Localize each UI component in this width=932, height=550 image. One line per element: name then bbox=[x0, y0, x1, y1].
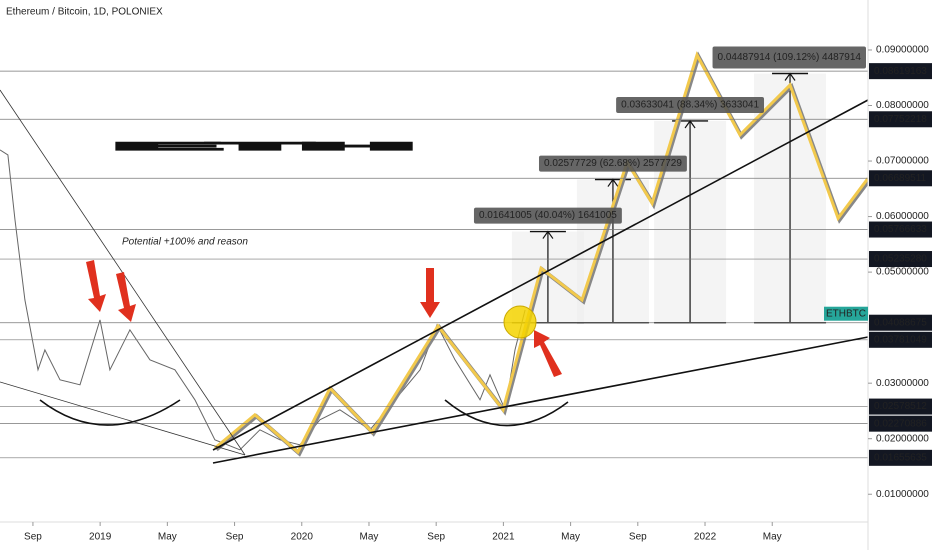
x-tick-label: 2019 bbox=[89, 532, 112, 543]
measure-label-bg bbox=[712, 46, 866, 69]
measure-label-bg bbox=[616, 96, 765, 113]
level-label-bg bbox=[869, 221, 932, 238]
x-tick-label: May bbox=[360, 532, 379, 543]
level-label: 0.08619163 bbox=[874, 66, 927, 77]
x-tick-label: May bbox=[763, 532, 782, 543]
red-arrow bbox=[420, 268, 440, 318]
level-label: 0.05235280 bbox=[874, 254, 927, 265]
highlight-circle bbox=[503, 305, 537, 339]
y-tick-label: 0.09000000 bbox=[876, 45, 929, 56]
level-label: 0.06689511 bbox=[874, 173, 927, 184]
measure-label: 0.03633041 (88.34%) 3633041 bbox=[621, 100, 759, 111]
arrows bbox=[86, 260, 562, 377]
level-label: 0.04088675 bbox=[874, 317, 927, 328]
level-label-bg bbox=[869, 111, 932, 128]
x-tick-label: Sep bbox=[629, 532, 647, 543]
y-tick-label: 0.03000000 bbox=[876, 378, 929, 389]
level-label-bg bbox=[869, 63, 932, 80]
level-label-bg bbox=[869, 449, 932, 466]
support-line bbox=[0, 381, 246, 456]
level-label-bg bbox=[869, 415, 932, 432]
y-tick-label: 0.07000000 bbox=[876, 156, 929, 167]
level-label-bg bbox=[869, 398, 932, 415]
plot-area bbox=[0, 51, 872, 459]
x-tick-label: Sep bbox=[226, 532, 244, 543]
level-label: 0.05766633 bbox=[874, 224, 927, 235]
measure-label-bg bbox=[473, 207, 622, 224]
arrow-head bbox=[607, 178, 619, 187]
level-label-bg bbox=[869, 314, 932, 331]
x-tick-label: 2020 bbox=[291, 532, 314, 543]
symbol-bg bbox=[824, 306, 868, 321]
y-tick-label: 0.08000000 bbox=[876, 100, 929, 111]
headline: ETH bbox=[118, 142, 410, 153]
measure-label: 0.04487914 (109.12%) 4487914 bbox=[718, 52, 862, 63]
arrow-head bbox=[684, 119, 696, 129]
chart-title: Ethereum / Bitcoin, 1D, POLONIEX bbox=[6, 7, 163, 18]
red-arrow bbox=[86, 260, 106, 312]
y-tick-label: 0.02000000 bbox=[876, 433, 929, 444]
level-label-bg bbox=[869, 251, 932, 268]
x-tick-label: Sep bbox=[427, 532, 445, 543]
arrow-head bbox=[542, 230, 554, 239]
arrow-head bbox=[784, 72, 796, 81]
x-tick-label: May bbox=[561, 532, 580, 543]
level-label-bg bbox=[869, 170, 932, 187]
arc bbox=[444, 399, 569, 427]
x-tick-label: Sep bbox=[24, 532, 42, 543]
level-label-bg bbox=[869, 331, 932, 348]
x-tick-label: 2021 bbox=[492, 532, 515, 543]
measure-label: 0.02577729 (62.68%) 2577729 bbox=[544, 158, 682, 169]
measure-label-bg bbox=[538, 155, 687, 172]
y-tick-label: 0.06000000 bbox=[876, 211, 929, 222]
level-label: 0.02578512 bbox=[874, 401, 927, 412]
measure-label: 0.01641005 (40.04%) 1641005 bbox=[479, 210, 617, 221]
x-tick-label: May bbox=[158, 532, 177, 543]
lower-trendline bbox=[212, 336, 869, 464]
subtitle: Potential +100% and reason bbox=[122, 237, 248, 248]
red-arrow bbox=[116, 272, 136, 322]
symbol-label: ETHBTC bbox=[826, 308, 866, 319]
y-tick-label: 0.01000000 bbox=[876, 489, 929, 500]
level-label: 0.02270886 bbox=[874, 418, 927, 429]
level-label: 0.03781049 bbox=[874, 334, 927, 345]
x-tick-label: 2022 bbox=[694, 532, 717, 543]
price-line bbox=[0, 149, 526, 451]
upper-trendline bbox=[212, 99, 869, 451]
level-label: 0.01655635 bbox=[874, 452, 927, 463]
level-label: 0.07752218 bbox=[874, 114, 927, 125]
red-arrow bbox=[534, 330, 562, 377]
y-tick-label: 0.05000000 bbox=[876, 267, 929, 278]
price-line bbox=[213, 51, 870, 455]
arc bbox=[39, 399, 181, 426]
